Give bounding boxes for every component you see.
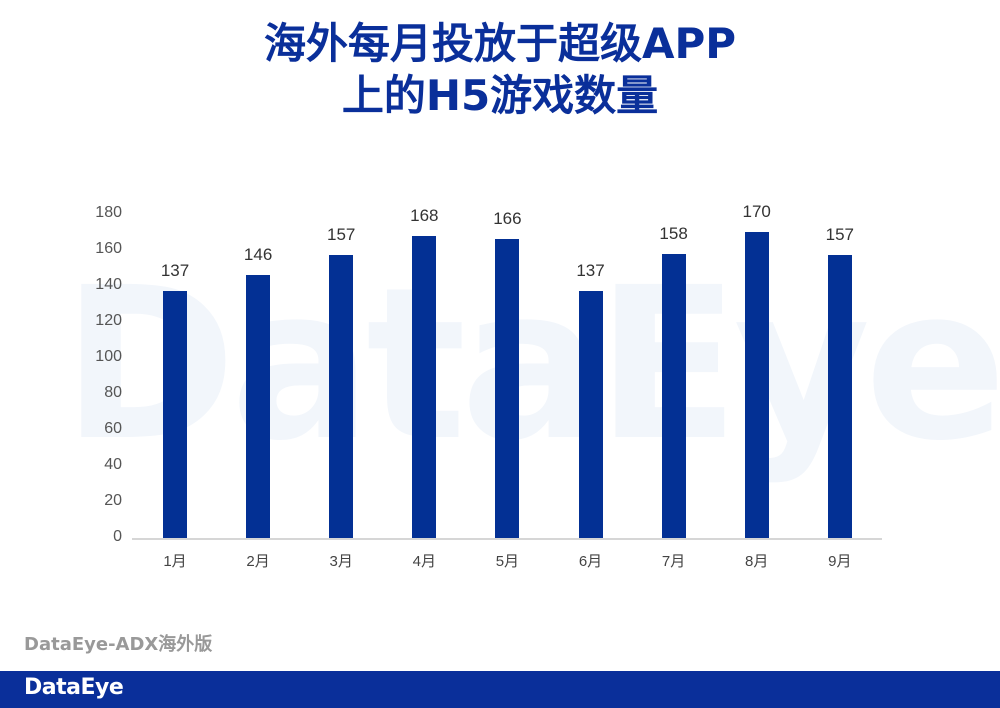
bar	[246, 275, 271, 538]
bar	[329, 255, 354, 538]
y-tick-label: 140	[95, 276, 122, 293]
x-tick-label: 4月	[412, 553, 436, 570]
x-tick-label: 3月	[329, 553, 353, 570]
y-tick-label: 180	[95, 204, 122, 221]
chart-title-line1: 海外每月投放于超级APP	[263, 19, 737, 68]
bar-chart: 0 20 40 60 80 100 120 140 160 180 137 1月 146 2月 157 3月 1…	[95, 202, 882, 570]
x-tick-label: 7月	[661, 553, 686, 570]
bar-value-label: 170	[742, 202, 771, 221]
x-tick-label: 2月	[246, 553, 270, 570]
y-tick-label: 0	[113, 528, 122, 545]
bar	[578, 291, 603, 538]
x-tick-label: 6月	[578, 553, 603, 570]
chart-title: 海外每月投放于超级APP 上的H5游戏数量	[0, 18, 1000, 122]
chart-title-line2: 上的H5游戏数量	[341, 71, 659, 120]
x-tick-label: 5月	[495, 553, 520, 570]
bar-value-label: 146	[243, 245, 273, 265]
y-tick-label: 160	[95, 240, 122, 257]
y-tick-label: 60	[104, 420, 122, 437]
bar	[744, 232, 769, 538]
x-tick-label: 9月	[828, 553, 852, 570]
bar	[661, 253, 686, 538]
bar-value-label: 166	[493, 209, 522, 229]
x-tick-label: 8月	[745, 553, 769, 570]
y-tick-label: 40	[104, 456, 122, 473]
bar	[412, 235, 437, 538]
bar	[827, 255, 852, 538]
dataeye-logo: DataEye	[24, 675, 124, 700]
y-tick-label: 120	[95, 312, 122, 329]
footer-bar: DataEye	[0, 671, 1000, 708]
bar-value-label: 137	[576, 261, 605, 281]
y-tick-label: 80	[104, 384, 122, 401]
x-axis-line	[132, 538, 882, 540]
bar-value-label: 157	[825, 225, 854, 245]
y-tick-label: 100	[95, 348, 122, 365]
bar-value-label: 158	[659, 223, 688, 243]
bar-value-label: 137	[160, 261, 190, 281]
y-tick-label: 20	[104, 492, 122, 509]
x-tick-label: 1月	[163, 553, 187, 570]
bar	[495, 239, 520, 538]
bar	[163, 291, 187, 538]
bar-value-label: 157	[327, 225, 356, 245]
bar-value-label: 168	[410, 205, 439, 225]
source-label: DataEye-ADX海外版	[24, 634, 213, 655]
